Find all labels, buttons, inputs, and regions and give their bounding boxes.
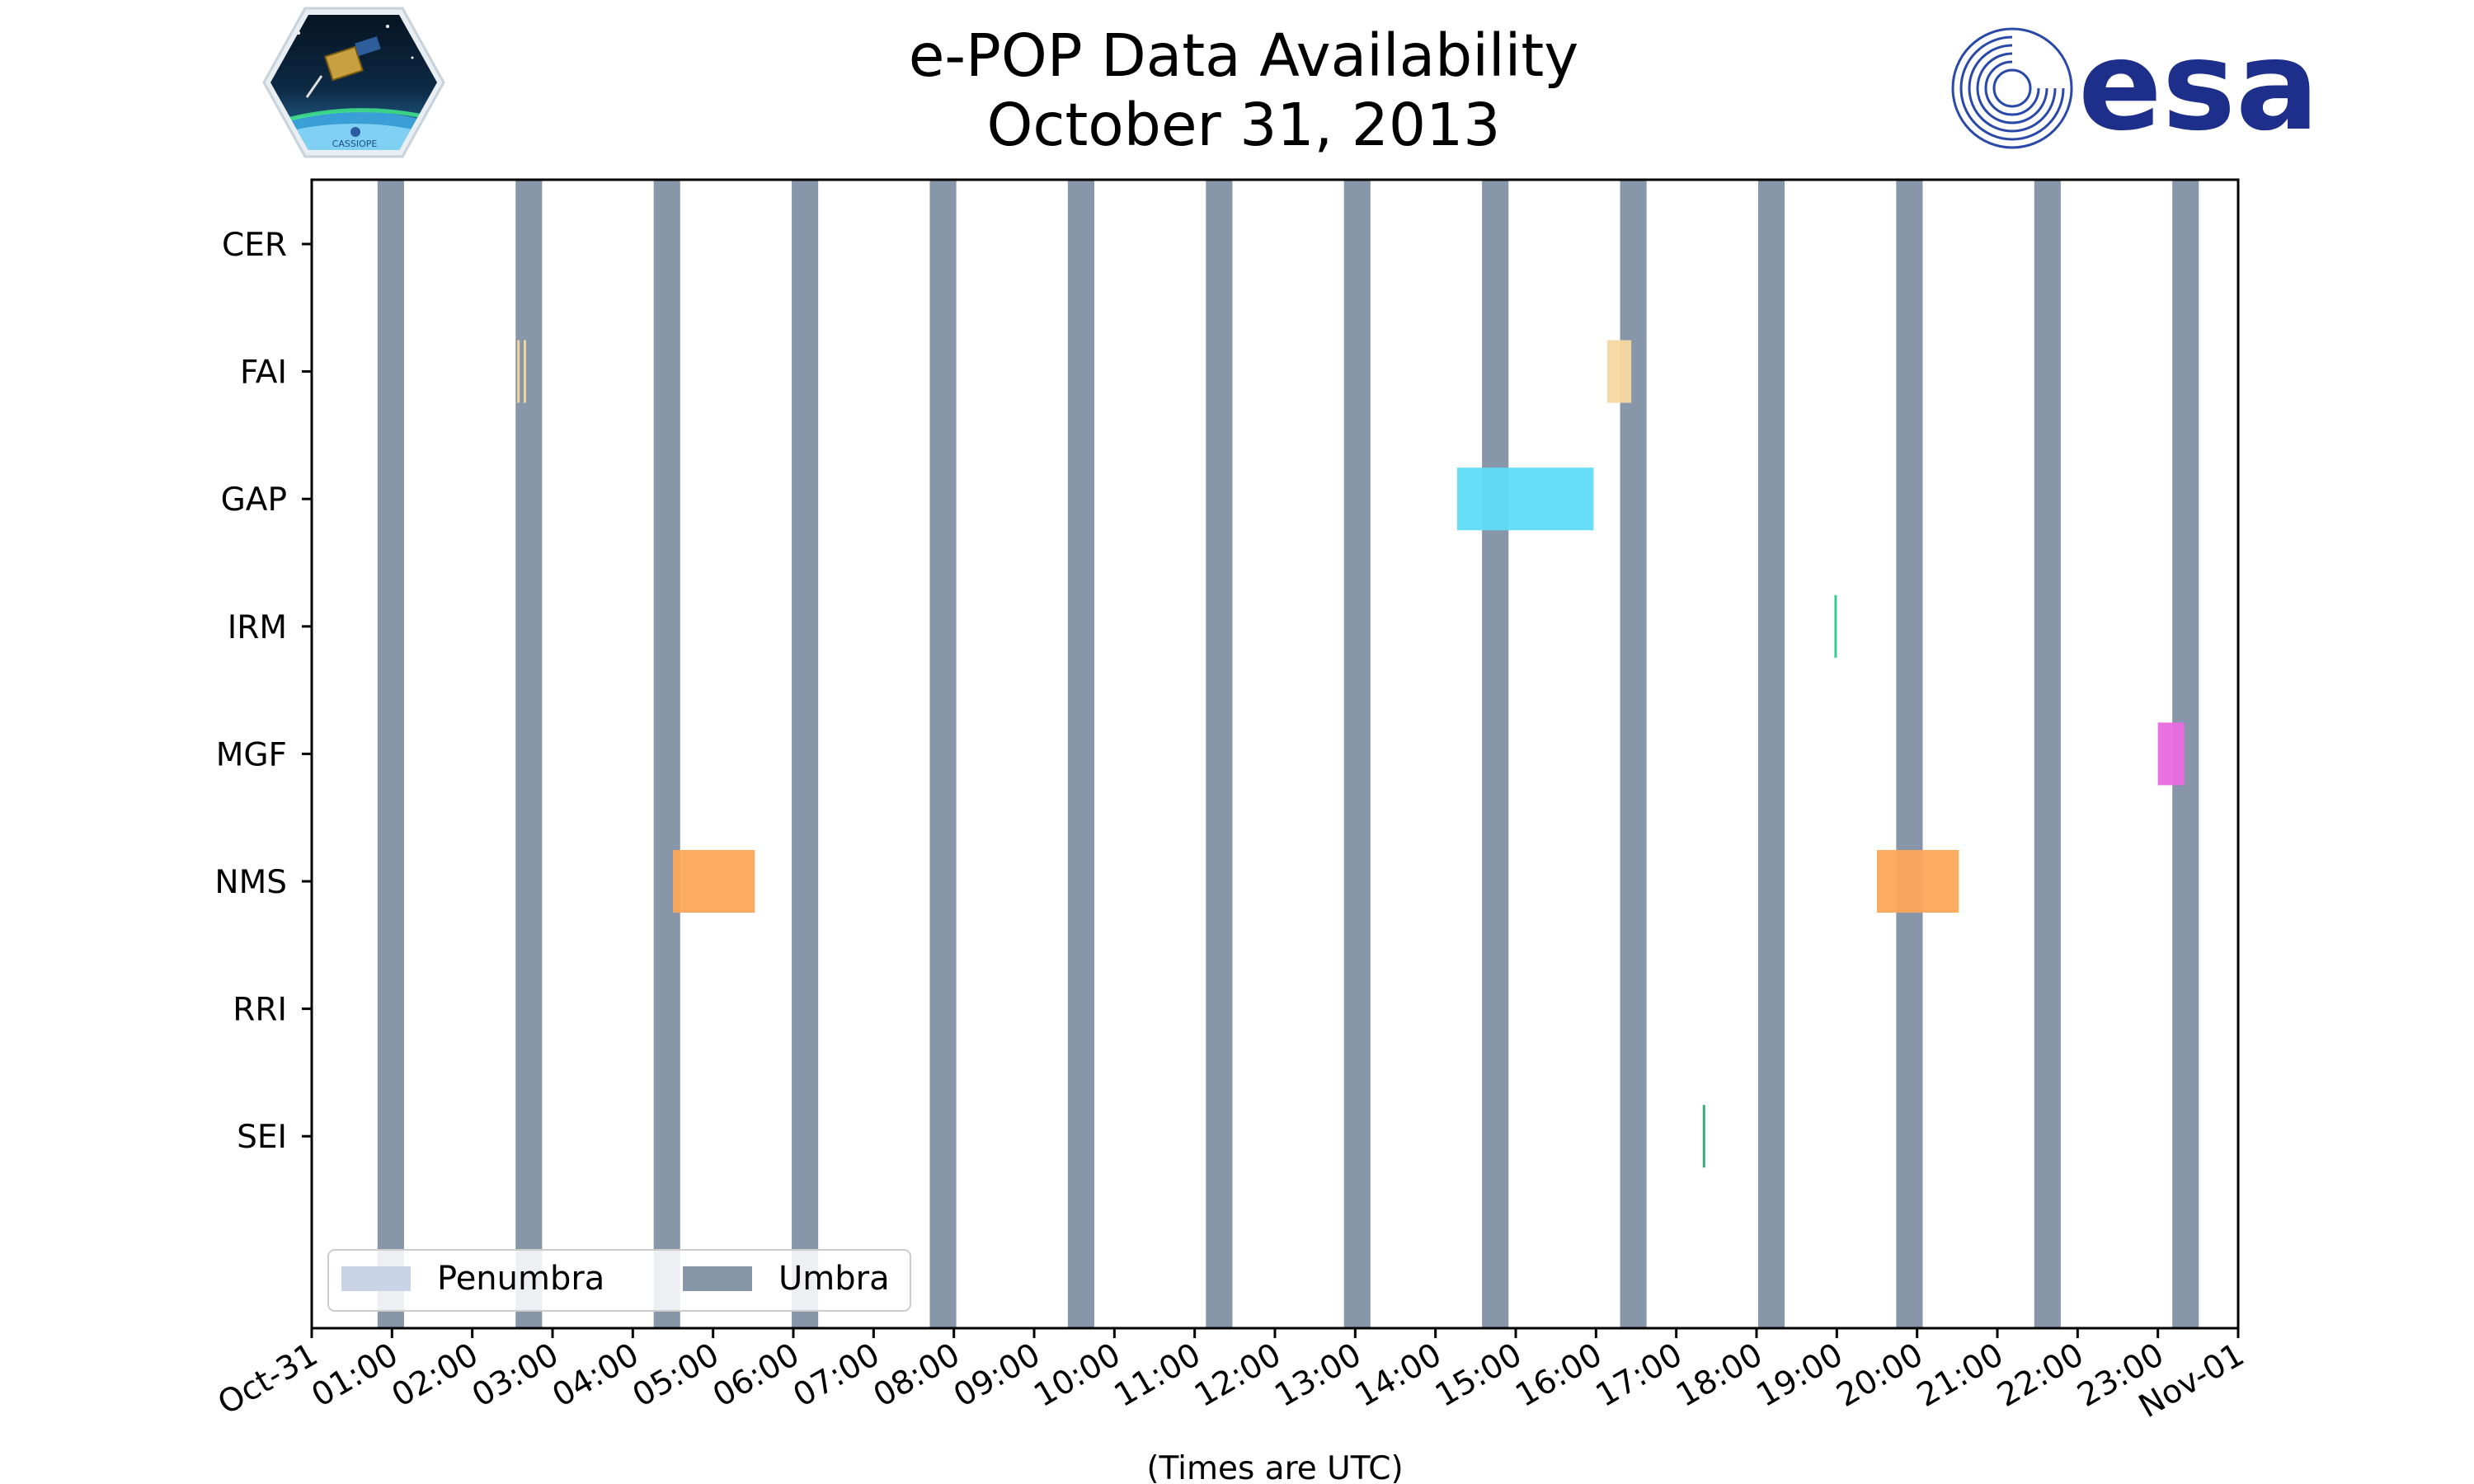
x-tick-label: 20:00 [1831, 1336, 1930, 1415]
x-tick-label: 16:00 [1509, 1336, 1608, 1415]
umbra-band [515, 180, 543, 1328]
umbra-layer [377, 180, 2199, 1328]
umbra-band [2034, 180, 2061, 1328]
x-tick-label: 14:00 [1349, 1336, 1448, 1415]
x-tick-label: 10:00 [1028, 1336, 1126, 1415]
availability-bar-nms [673, 850, 755, 913]
chart-title-line2: October 31, 2013 [987, 91, 1501, 159]
satellite-icon [305, 36, 381, 98]
plot-area [312, 180, 2238, 1328]
y-tick-label-sei: SEI [237, 1119, 287, 1156]
x-tick-label: Oct-31 [212, 1336, 324, 1423]
umbra-band [1206, 180, 1233, 1328]
y-tick-label-rri: RRI [233, 992, 287, 1029]
legend-label-umbra: Umbra [778, 1260, 890, 1298]
x-tick-label: 17:00 [1590, 1336, 1689, 1415]
availability-bar-gap [1456, 467, 1594, 531]
legend-box [327, 1249, 911, 1312]
x-tick-label: 13:00 [1268, 1336, 1367, 1415]
y-tick-label-nms: NMS [214, 864, 287, 901]
y-axis: CER FAI GAP IRM MGF NMS RRI SEI [214, 227, 312, 1156]
availability-layer [517, 340, 2185, 1168]
y-tick-label-cer: CER [222, 227, 287, 264]
y-tick-label-irm: IRM [228, 609, 287, 646]
umbra-band [1757, 180, 1785, 1328]
legend-swatch-penumbra [341, 1266, 411, 1291]
umbra-band [653, 180, 680, 1328]
esa-logo: esa [1951, 15, 2319, 158]
umbra-band [1067, 180, 1094, 1328]
legend: Penumbra Umbra [327, 1249, 911, 1312]
x-tick-label: 09:00 [948, 1336, 1047, 1415]
x-tick-label: 04:00 [546, 1336, 645, 1415]
esa-logo-text: esa [2078, 15, 2319, 158]
y-tick-label-fai: FAI [240, 355, 287, 392]
availability-bar-sei [1702, 1105, 1705, 1168]
x-tick-label: 22:00 [1991, 1336, 2090, 1415]
x-tick-label: 03:00 [466, 1336, 565, 1415]
legend-swatch-umbra [683, 1266, 752, 1291]
x-tick-label: 05:00 [627, 1336, 726, 1415]
availability-bar-irm [1834, 594, 1837, 658]
x-tick-label: 12:00 [1188, 1336, 1287, 1415]
x-tick-label: 15:00 [1429, 1336, 1528, 1415]
availability-bar-fai [523, 340, 526, 403]
y-tick-label-mgf: MGF [216, 736, 287, 773]
x-tick-label: 19:00 [1750, 1336, 1849, 1415]
availability-bar-fai [517, 340, 520, 403]
x-tick-label: 07:00 [787, 1336, 886, 1415]
y-tick-label-gap: GAP [221, 481, 287, 519]
umbra-band [792, 180, 819, 1328]
legend-label-penumbra: Penumbra [437, 1260, 604, 1298]
x-axis: Oct-3101:0002:0003:0004:0005:0006:0007:0… [212, 1328, 2251, 1425]
x-tick-label: 21:00 [1911, 1336, 2010, 1415]
umbra-band [1896, 180, 1923, 1328]
x-tick-label: 08:00 [868, 1336, 967, 1415]
umbra-band [377, 180, 404, 1328]
x-tick-label: 06:00 [707, 1336, 806, 1415]
availability-bar-nms [1877, 850, 1959, 913]
umbra-band [929, 180, 957, 1328]
umbra-band [1482, 180, 1509, 1328]
cassiope-logo-text: CASSIOPE [332, 139, 378, 149]
x-tick-label: 02:00 [386, 1336, 485, 1415]
availability-bar-fai [1606, 340, 1632, 403]
umbra-band [1343, 180, 1371, 1328]
x-axis-title: (Times are UTC) [1146, 1450, 1403, 1484]
x-tick-label: 18:00 [1670, 1336, 1769, 1415]
chart-title-line1: e-POP Data Availability [909, 21, 1578, 90]
x-tick-label: 01:00 [305, 1336, 404, 1415]
x-tick-label: 11:00 [1108, 1336, 1207, 1415]
availability-bar-mgf [2157, 722, 2185, 786]
